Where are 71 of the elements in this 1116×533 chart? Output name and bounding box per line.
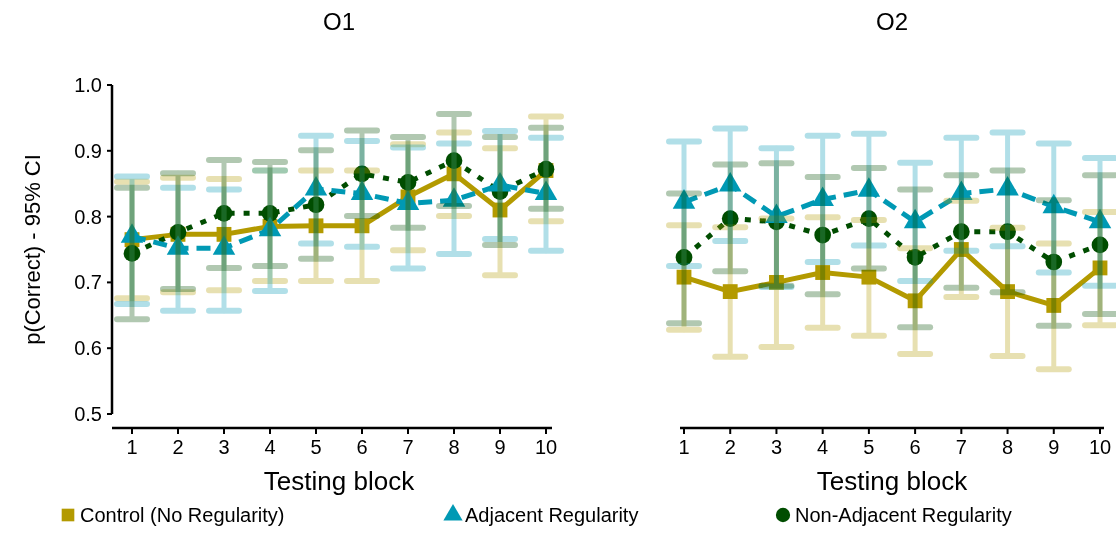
- x-tick-label: 5: [310, 436, 322, 458]
- x-tick-label: 6: [356, 436, 368, 458]
- point: [996, 175, 1019, 196]
- point: [815, 265, 831, 280]
- point: [861, 269, 877, 285]
- legend-label: Adjacent Regularity: [465, 504, 639, 526]
- point: [1046, 298, 1062, 313]
- point: [399, 174, 417, 191]
- y-tick-label: 0.7: [74, 271, 102, 294]
- x-tick-label: 7: [955, 436, 967, 458]
- point: [722, 284, 738, 300]
- x-tick-label: 6: [909, 436, 921, 458]
- point: [950, 180, 973, 201]
- point: [1000, 284, 1015, 300]
- x-tick-label: 9: [1048, 436, 1060, 458]
- point: [903, 208, 927, 229]
- point: [907, 293, 923, 309]
- point: [308, 218, 324, 234]
- point: [999, 223, 1016, 241]
- x-tick-label: 1: [678, 436, 690, 458]
- point: [769, 274, 784, 290]
- point: [814, 226, 832, 244]
- x-tick-label: 2: [724, 436, 736, 458]
- x-tick-label: 7: [402, 436, 414, 458]
- x-axis-title: Testing block: [816, 466, 969, 496]
- point: [857, 177, 881, 197]
- point: [215, 204, 233, 222]
- point: [1091, 236, 1109, 254]
- point: [353, 165, 371, 183]
- y-tick-label: 0.6: [74, 337, 102, 360]
- point: [445, 152, 463, 170]
- point: [261, 204, 279, 222]
- point: [952, 223, 970, 241]
- legend-label: Control (No Regularity): [80, 504, 285, 526]
- point: [765, 203, 788, 224]
- point: [906, 249, 924, 266]
- x-tick-label: 8: [1001, 436, 1014, 458]
- x-tick-label: 4: [264, 436, 276, 458]
- point: [675, 249, 693, 266]
- point: [721, 210, 739, 227]
- chart-title: O1: [322, 8, 356, 35]
- y-tick-label: 0.8: [74, 205, 102, 228]
- legend-label: Non-Adjacent Regularity: [795, 504, 1012, 526]
- point: [718, 172, 742, 192]
- point: [672, 189, 696, 209]
- y-tick-label: 1.0: [74, 74, 102, 96]
- y-tick-label: 0.5: [74, 403, 102, 425]
- point: [307, 196, 325, 214]
- x-tick-label: 10: [534, 436, 558, 458]
- point: [1042, 193, 1066, 214]
- y-tick-label: 0.9: [74, 139, 102, 162]
- x-tick-label: 3: [218, 436, 230, 458]
- point: [676, 269, 692, 285]
- point: [123, 245, 141, 262]
- point: [811, 186, 834, 206]
- x-tick-label: 8: [448, 436, 460, 458]
- point: [953, 242, 969, 257]
- x-tick-label: 3: [770, 436, 783, 458]
- x-tick-label: 1: [126, 436, 138, 458]
- point: [1088, 208, 1112, 229]
- point: [354, 218, 370, 234]
- point: [1045, 253, 1063, 271]
- y-axis-title: p(Correct) - 95% CI: [20, 154, 45, 345]
- x-tick-label: 4: [817, 436, 829, 458]
- point: [860, 210, 878, 227]
- x-tick-label: 9: [494, 436, 506, 458]
- x-tick-label: 5: [863, 436, 875, 458]
- x-axis-title: Testing block: [263, 466, 416, 496]
- x-tick-label: 10: [1088, 436, 1112, 458]
- x-tick-label: 2: [172, 436, 184, 458]
- chart-title: O2: [875, 8, 909, 35]
